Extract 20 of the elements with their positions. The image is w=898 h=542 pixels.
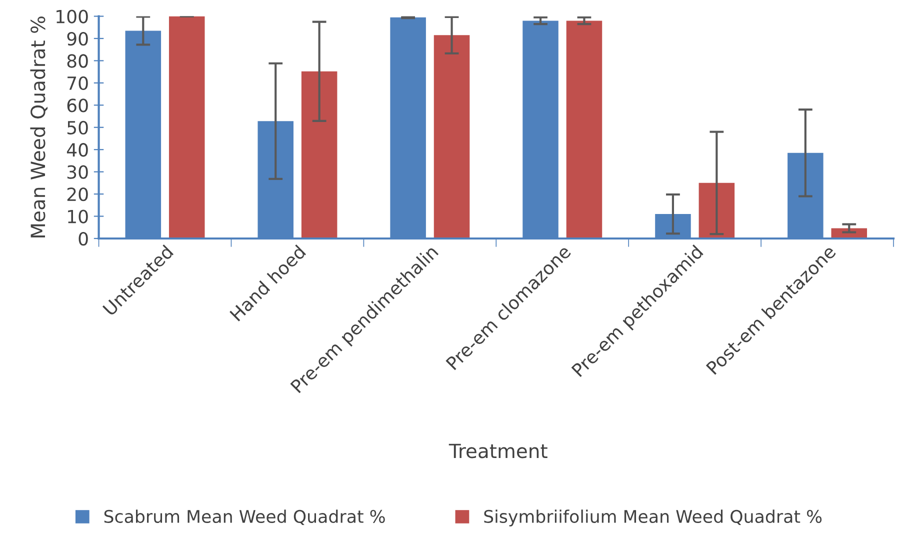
- y-tick-label: 10: [68, 210, 88, 224]
- y-axis-title: Mean Weed Quadrat %: [30, 16, 48, 238]
- y-tick-label: 0: [78, 232, 88, 246]
- x-axis-title: Treatment: [448, 444, 548, 458]
- y-tick-label: 40: [66, 143, 88, 157]
- y-tick-label: 80: [67, 54, 88, 68]
- bar: [168, 16, 205, 238]
- bar: [434, 35, 470, 238]
- y-tick-label: 70: [68, 76, 88, 90]
- y-tick-label: 100: [56, 10, 88, 24]
- y-tick-label: 30: [67, 165, 88, 179]
- y-tick-label: 50: [67, 120, 88, 134]
- bar: [698, 182, 735, 238]
- bar: [566, 20, 602, 238]
- y-tick-label: 20: [67, 187, 88, 202]
- legend-label: Scabrum Mean Weed Quadrat %: [104, 510, 385, 525]
- bar: [301, 71, 338, 238]
- y-tick-label: 90: [67, 32, 88, 46]
- legend-label: Sisymbriifolium Mean Weed Quadrat %: [484, 510, 822, 526]
- y-tick-label: 60: [67, 98, 88, 112]
